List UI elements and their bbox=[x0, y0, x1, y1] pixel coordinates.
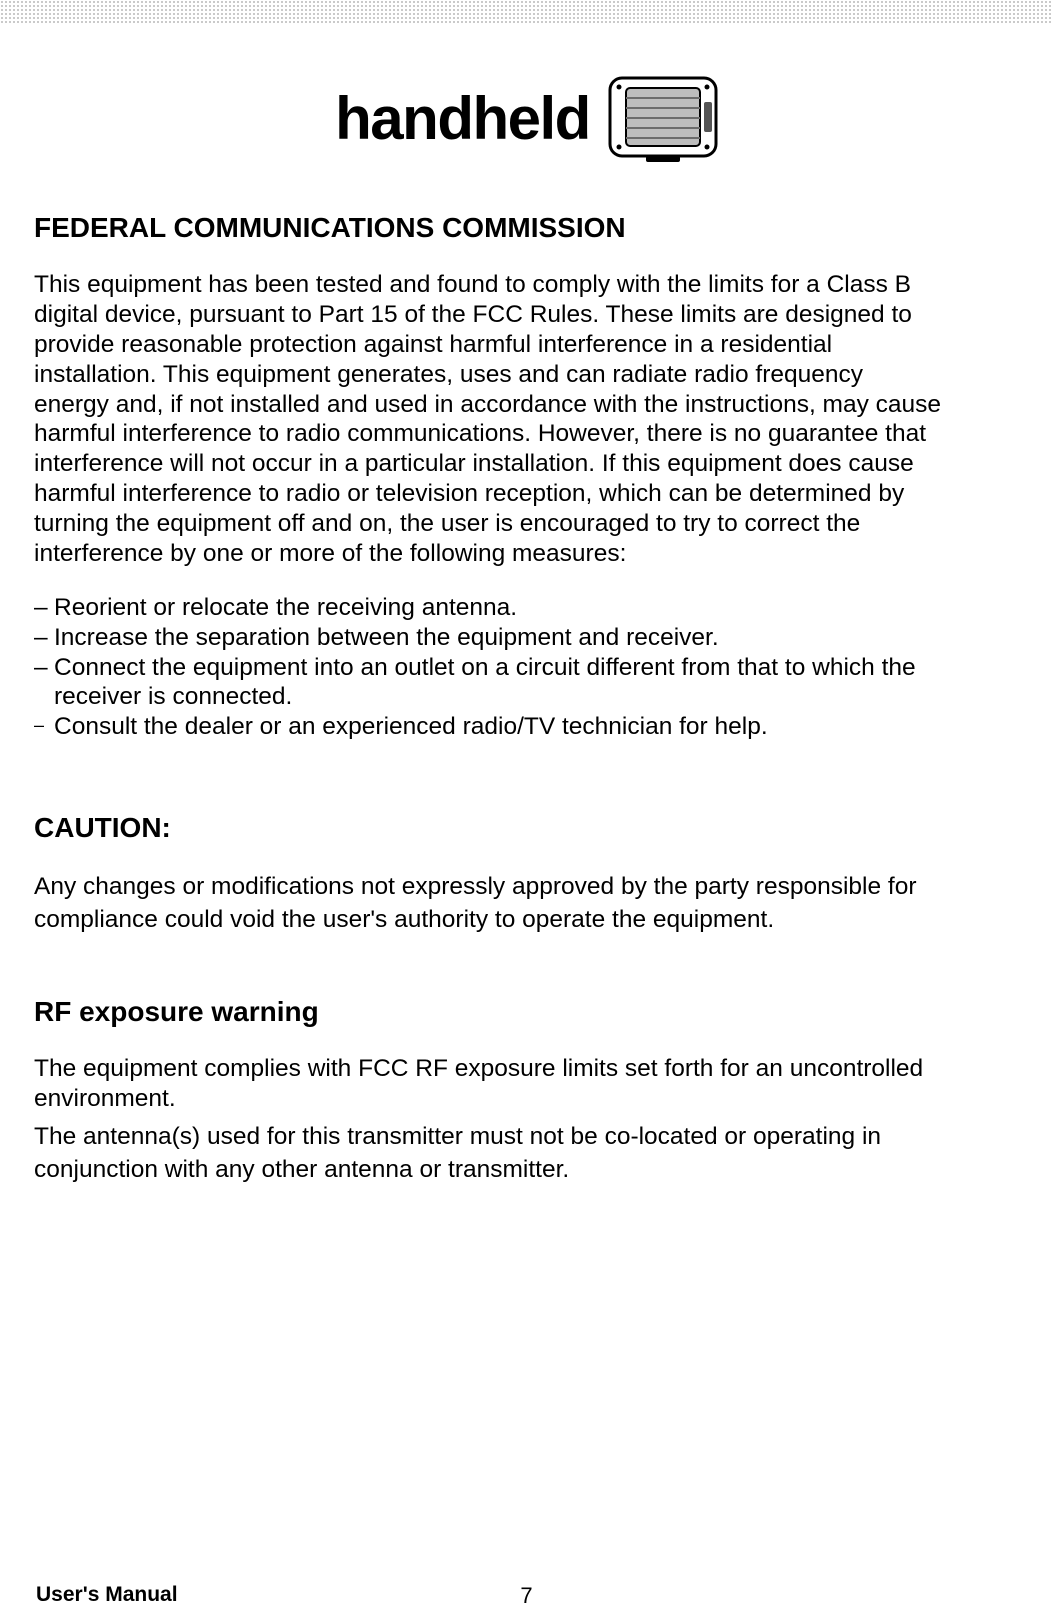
list-item: – Consult the dealer or an experienced r… bbox=[34, 712, 944, 742]
list-item-text: Consult the dealer or an experienced rad… bbox=[54, 712, 944, 742]
page-number: 7 bbox=[520, 1583, 532, 1609]
caution-body: Any changes or modifications not express… bbox=[34, 870, 944, 936]
list-item-text: Connect the equipment into an outlet on … bbox=[54, 653, 944, 713]
dash-icon: – bbox=[34, 593, 54, 623]
list-item: – Reorient or relocate the receiving ant… bbox=[34, 593, 944, 623]
footer: User's Manual 7 bbox=[36, 1583, 1017, 1607]
dash-icon: – bbox=[34, 623, 54, 653]
list-item-text: Increase the separation between the equi… bbox=[54, 623, 944, 653]
dotted-top-border bbox=[0, 0, 1053, 24]
rf-title: RF exposure warning bbox=[34, 996, 1019, 1028]
dash-icon: – bbox=[34, 715, 54, 745]
caution-title: CAUTION: bbox=[34, 812, 1019, 844]
rf-body-2: The antenna(s) used for this transmitter… bbox=[34, 1120, 994, 1186]
fcc-body: This equipment has been tested and found… bbox=[34, 270, 944, 569]
rf-body-1: The equipment complies with FCC RF expos… bbox=[34, 1054, 944, 1114]
dash-icon: – bbox=[34, 653, 54, 713]
list-item: – Connect the equipment into an outlet o… bbox=[34, 653, 944, 713]
header-logo: handheld bbox=[0, 72, 1053, 164]
fcc-measures-list: – Reorient or relocate the receiving ant… bbox=[34, 593, 944, 742]
brand-wordmark: handheld bbox=[335, 84, 590, 153]
list-item: – Increase the separation between the eq… bbox=[34, 623, 944, 653]
fcc-title: FEDERAL COMMUNICATIONS COMMISSION bbox=[34, 212, 1019, 244]
list-item-text: Reorient or relocate the receiving anten… bbox=[54, 593, 944, 623]
footer-title: User's Manual bbox=[36, 1583, 178, 1607]
device-icon bbox=[608, 72, 718, 164]
content-area: FEDERAL COMMUNICATIONS COMMISSION This e… bbox=[0, 212, 1053, 1186]
page: handheld FEDERAL COMMUNICATIONS COMMISSI… bbox=[0, 0, 1053, 1621]
